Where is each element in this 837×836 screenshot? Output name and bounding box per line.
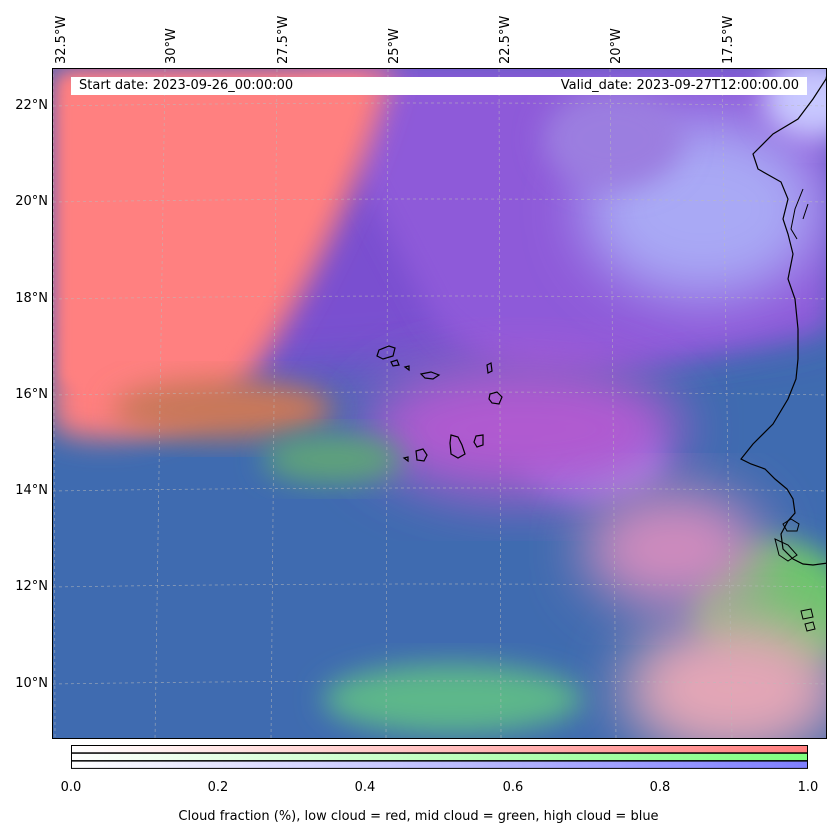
lon-label-22-5w: 22.5°W [498,15,513,64]
colorbar-tick-2: 0.4 [354,780,376,795]
lon-label-17-5w: 17.5°W [721,15,736,64]
colorbar-tick-3: 0.6 [502,780,524,795]
colorbar [71,745,808,769]
colorbar-caption: Cloud fraction (%), low cloud = red, mid… [178,809,659,824]
lon-label-32-5w: 32.5°W [54,15,69,64]
lat-label-16n: 16°N [15,387,48,402]
lon-label-30w: 30°W [164,28,179,64]
colorbar-high-cloud [71,760,808,769]
lat-label-10n: 10°N [15,676,48,691]
colorbar-svg [71,745,808,769]
cloud-fraction-map [52,68,827,739]
coastal-islands [782,518,816,632]
low-cloud-patch-se [623,619,826,738]
lat-label-12n: 12°N [15,579,48,594]
graticule [53,69,826,738]
colorbar-tick-5: 1.0 [797,780,819,795]
start-date: Start date: 2023-09-26_00:00:00 [79,78,294,93]
valid-date: Valid_date: 2023-09-27T12:00:00.00 [560,78,799,93]
transition-band [113,379,333,439]
island-sao-vicente [390,359,400,367]
low-cloud-patch-e [583,489,763,609]
cirrus-patch-2 [543,89,683,189]
lat-label-22n: 22°N [15,98,48,113]
island-maio [473,434,484,448]
low-cloud-core [63,79,363,393]
gambia-estuary [774,538,798,562]
island-santiago [449,434,466,459]
colorbar-tick-0: 0.0 [60,780,82,795]
cape-verde-islands [376,345,503,463]
island-santo-antao [376,345,396,360]
lat-label-14n: 14°N [15,483,48,498]
island-boa-vista [488,391,503,405]
mixed-cloud-region [363,359,683,499]
colorbar-low-cloud [71,745,808,754]
island-brava [402,456,409,463]
colorbar-tick-1: 0.2 [207,780,229,795]
dakhla-coast [790,188,809,240]
lon-label-20w: 20°W [609,28,624,64]
lat-label-18n: 18°N [15,291,48,306]
island-sal [486,362,493,374]
lon-label-25w: 25°W [387,28,402,64]
lat-label-20n: 20°N [15,194,48,209]
mid-cloud-patch-1 [263,434,403,484]
island-fogo [415,448,428,462]
mid-cloud-patch-2 [323,664,583,734]
lon-label-27-5w: 27.5°W [276,15,291,64]
island-sao-nicolau [419,371,441,380]
map-canvas [53,69,826,738]
island-santa-luzia [403,365,410,372]
colorbar-tick-4: 0.8 [649,780,671,795]
date-info-bar: Start date: 2023-09-26_00:00:00 Valid_da… [71,77,807,95]
colorbar-mid-cloud [71,752,808,762]
